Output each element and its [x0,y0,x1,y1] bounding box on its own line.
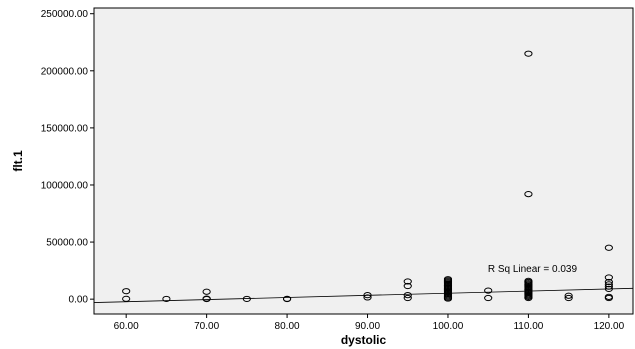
data-point [403,278,412,285]
data-point [604,285,613,292]
data-point [403,282,412,290]
y-axis-title: flt.1 [11,150,25,172]
data-point [202,288,211,295]
data-point [443,295,453,302]
y-axis: 0.00 50000.00 100000.00 150000.00 200000.00 2… [41,9,94,306]
x-tick-label: 70.00 [194,321,219,332]
data-point [122,288,131,295]
y-tick-label: 0.00 [69,295,89,306]
data-point [403,294,412,302]
data-point [363,292,372,299]
data-point [604,283,613,290]
plot-area [93,7,634,315]
y-tick-label: 100000.00 [41,180,89,191]
data-point [162,295,171,303]
data-point [363,294,372,301]
data-point [122,295,131,302]
x-tick-label: 120.00 [594,321,625,332]
x-axis-title: dystolic [341,333,387,347]
data-point [604,278,613,286]
y-tick-label: 200000.00 [41,66,89,77]
data-point [564,294,573,302]
data-point [524,191,533,198]
x-tick-label: 80.00 [275,321,300,332]
data-point [242,295,251,303]
data-point [564,292,573,299]
x-tick-label: 90.00 [355,321,380,332]
data-point [403,292,412,299]
data-point [524,50,533,57]
y-tick-label: 50000.00 [46,238,88,249]
x-tick-label: 100.00 [433,321,464,332]
x-tick-label: 60.00 [114,321,139,332]
data-point [604,244,613,251]
data-point [484,287,493,294]
x-tick-label: 110.00 [513,321,543,332]
x-axis: 60.00 70.00 80.00 90.00 100.00 110.00 120.00 [114,314,625,332]
data-point [604,274,613,281]
data-point [524,294,533,302]
data-point [604,281,613,288]
data-point [604,294,613,302]
data-points [122,50,613,303]
y-tick-label: 150000.00 [41,123,89,134]
data-point [282,295,292,303]
data-point [484,294,493,302]
data-point [202,295,211,303]
y-tick-label: 250000.00 [41,9,89,20]
r-squared-annotation: R Sq Linear = 0.039 [488,264,578,275]
